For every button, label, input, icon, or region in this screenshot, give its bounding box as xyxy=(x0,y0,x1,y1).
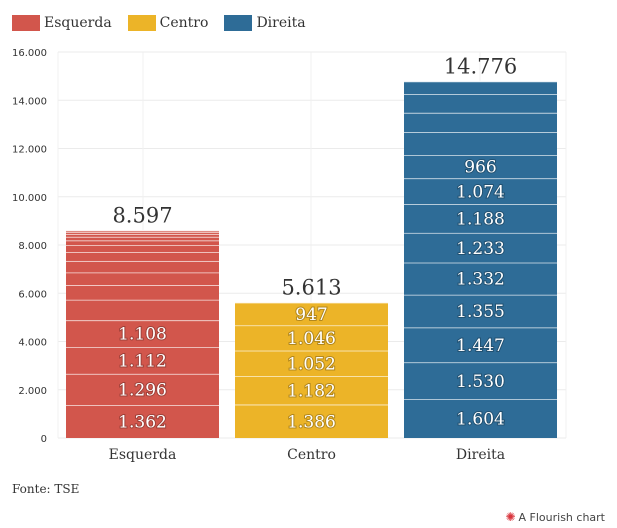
y-tick-label: 12.000 xyxy=(12,145,47,156)
legend-swatch xyxy=(127,15,156,31)
segment-value-label: 1.332 xyxy=(456,270,505,290)
bar-segment xyxy=(404,327,557,363)
x-category-label: Centro xyxy=(287,447,336,463)
bar-segment xyxy=(235,302,388,326)
bar-segment xyxy=(404,155,557,179)
legend-item-centro[interactable]: Centro xyxy=(127,15,209,31)
segment-value-label: 1.188 xyxy=(456,210,505,230)
flourish-credit[interactable]: ✺ A Flourish chart xyxy=(505,510,605,524)
y-tick-label: 4.000 xyxy=(18,338,47,349)
legend-item-direita[interactable]: Direita xyxy=(224,15,306,31)
bar-segment xyxy=(404,81,557,95)
legend-swatch xyxy=(224,15,253,31)
bar-segment xyxy=(66,232,219,234)
y-tick-label: 8.000 xyxy=(18,241,47,252)
y-tick-label: 6.000 xyxy=(18,289,47,300)
y-tick-label: 0 xyxy=(41,434,47,445)
y-tick-label: 14.000 xyxy=(12,96,47,107)
segment-value-label: 1.074 xyxy=(456,182,505,202)
bar-segment xyxy=(235,404,388,438)
bar-segment xyxy=(404,262,557,295)
y-tick-label: 16.000 xyxy=(12,48,47,59)
bar-total-label: 14.776 xyxy=(444,55,517,79)
bar-segment xyxy=(235,325,388,351)
segment-value-label: 1.046 xyxy=(287,329,336,349)
bar-segment xyxy=(66,347,219,374)
bar-total-label: 8.597 xyxy=(112,204,172,228)
segment-value-label: 1.530 xyxy=(456,372,505,392)
bar-segment xyxy=(66,299,219,321)
segment-value-label: 1.362 xyxy=(118,413,167,433)
bar-segment xyxy=(404,232,557,263)
bar-segment xyxy=(66,373,219,406)
segment-value-label: 1.355 xyxy=(456,302,505,322)
bar-total-label: 5.613 xyxy=(281,276,341,300)
segment-value-label: 1.182 xyxy=(287,381,336,401)
bar-segment xyxy=(66,233,219,237)
x-category-label: Esquerda xyxy=(109,447,177,463)
bar-segment xyxy=(404,294,557,328)
legend-label: Centro xyxy=(159,15,209,31)
legend-item-esquerda[interactable]: Esquerda xyxy=(12,15,112,31)
y-tick-label: 10.000 xyxy=(12,193,47,204)
legend-label: Esquerda xyxy=(44,15,112,31)
bar-segment xyxy=(66,236,219,241)
bar-segment xyxy=(404,204,557,233)
bar-segment xyxy=(66,240,219,246)
legend-label: Direita xyxy=(256,15,306,31)
source-note: Fonte: TSE xyxy=(12,482,80,496)
legend-swatch xyxy=(12,15,40,31)
bar-segment xyxy=(404,112,557,133)
bar-segment xyxy=(66,245,219,253)
bar-segment xyxy=(235,376,388,405)
segment-value-label: 966 xyxy=(464,158,496,178)
segment-value-label: 1.112 xyxy=(118,351,167,371)
bar-segment xyxy=(404,362,557,400)
y-tick-label: 2.000 xyxy=(18,386,47,397)
segment-value-label: 1.604 xyxy=(456,410,505,430)
bar-segment xyxy=(404,178,557,205)
bar-segment xyxy=(66,320,219,348)
x-category-label: Direita xyxy=(456,447,505,463)
bar-segment xyxy=(66,272,219,286)
bar-segment xyxy=(66,260,219,273)
segment-value-label: 947 xyxy=(295,305,327,325)
segment-value-label: 1.296 xyxy=(118,381,167,401)
segment-value-label: 1.233 xyxy=(456,239,505,259)
segment-value-label: 1.447 xyxy=(456,336,505,356)
bar-segment xyxy=(404,94,557,113)
bar-segment xyxy=(235,350,388,377)
segment-value-label: 1.052 xyxy=(287,354,336,374)
bar-segment xyxy=(404,399,557,438)
flourish-logo-icon: ✺ xyxy=(505,510,516,524)
bar-segment xyxy=(66,252,219,261)
segment-value-label: 1.386 xyxy=(287,412,336,432)
legend: Esquerda Centro Direita xyxy=(12,12,322,34)
stacked-bar-chart: 0 2.000 4.000 6.000 8.000 10.000 12.000 14.000 1… xyxy=(12,48,567,463)
segment-value-label: 1.108 xyxy=(118,325,167,345)
bar-segment xyxy=(66,285,219,300)
bar-segment xyxy=(404,132,557,156)
flourish-credit-label: A Flourish chart xyxy=(518,510,605,524)
bar-segment xyxy=(66,405,219,438)
